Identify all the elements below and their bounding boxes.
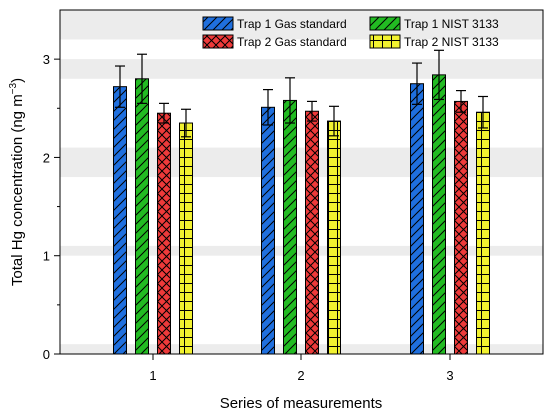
bar-pattern: [157, 112, 171, 355]
y-axis-ticks: 0 1 2 3: [43, 52, 60, 362]
grid-band: [60, 147, 543, 178]
y-axis-label-close: ): [9, 78, 26, 83]
legend-swatch-pattern: [369, 16, 401, 31]
x-axis-label: Series of measurements: [220, 395, 383, 412]
y-tick-label: 1: [43, 249, 50, 264]
legend-label: Trap 1 NIST 3133: [404, 17, 499, 31]
bars-group: [113, 74, 490, 355]
legend: Trap 1 Gas standard Trap 1 NIST 3133 Trap …: [202, 16, 499, 49]
bar-pattern: [283, 99, 297, 355]
grid-band: [60, 10, 543, 40]
bar-pattern: [410, 83, 424, 355]
x-axis-ticks: 1 2 3: [149, 354, 454, 383]
y-axis-label: Total Hg concentration (ng m−3): [8, 78, 26, 286]
bar-pattern: [135, 78, 149, 355]
grid-band: [60, 344, 543, 354]
x-tick-label: 2: [297, 368, 304, 383]
x-tick-label: 3: [446, 368, 453, 383]
bar-pattern: [327, 120, 341, 355]
y-tick-label: 2: [43, 150, 50, 165]
legend-swatch-pattern: [369, 34, 401, 49]
y-axis-label-superscript: −3: [8, 82, 19, 94]
bar-pattern: [261, 106, 275, 355]
y-tick-label: 3: [43, 52, 50, 67]
bar-pattern: [476, 111, 490, 355]
legend-label: Trap 2 Gas standard: [237, 35, 347, 49]
legend-swatch-pattern: [202, 16, 234, 31]
bar-pattern: [432, 74, 446, 355]
x-tick-label: 1: [149, 368, 156, 383]
grid-band: [60, 245, 543, 256]
bar-pattern: [113, 86, 127, 355]
error-bars-group: [115, 49, 488, 138]
bar-pattern: [305, 110, 319, 355]
bar-pattern: [179, 122, 193, 355]
y-tick-label: 0: [43, 347, 50, 362]
y-axis-label-main: Total Hg concentration (ng m: [9, 94, 26, 286]
legend-swatch-pattern: [202, 34, 234, 49]
legend-label: Trap 2 NIST 3133: [404, 35, 499, 49]
grid-band: [60, 59, 543, 79]
legend-label: Trap 1 Gas standard: [237, 17, 347, 31]
bar-pattern: [454, 100, 468, 355]
grid-bands: [60, 10, 543, 354]
